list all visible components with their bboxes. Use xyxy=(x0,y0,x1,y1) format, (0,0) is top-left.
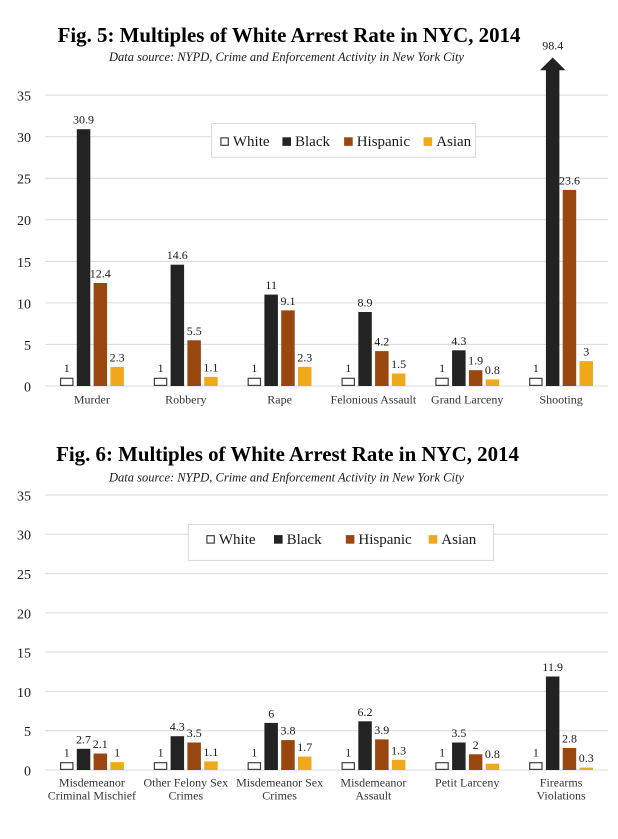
svg-text:20: 20 xyxy=(17,607,31,622)
svg-text:Shooting: Shooting xyxy=(539,393,582,407)
svg-text:2.1: 2.1 xyxy=(93,737,108,751)
svg-text:4.3: 4.3 xyxy=(170,720,185,734)
svg-text:15: 15 xyxy=(17,256,31,271)
svg-text:5: 5 xyxy=(24,339,31,354)
svg-text:Felonious Assault: Felonious Assault xyxy=(331,393,417,407)
svg-text:0.3: 0.3 xyxy=(579,751,594,765)
svg-text:10: 10 xyxy=(17,686,31,701)
svg-text:Hispanic: Hispanic xyxy=(357,134,411,150)
svg-text:3.5: 3.5 xyxy=(187,726,202,740)
svg-text:White: White xyxy=(219,532,256,548)
svg-text:9.1: 9.1 xyxy=(281,294,296,308)
svg-text:Assault: Assault xyxy=(355,788,392,802)
svg-text:Firearms: Firearms xyxy=(540,776,583,790)
svg-text:Other Felony Sex: Other Felony Sex xyxy=(143,776,228,790)
svg-text:Black: Black xyxy=(295,134,330,150)
svg-text:1: 1 xyxy=(64,746,70,760)
svg-text:30.9: 30.9 xyxy=(73,113,94,127)
svg-text:15: 15 xyxy=(17,647,31,662)
svg-text:1: 1 xyxy=(533,746,539,760)
svg-text:Misdemeanor Sex: Misdemeanor Sex xyxy=(236,776,323,790)
svg-text:14.6: 14.6 xyxy=(167,248,188,262)
svg-text:1.9: 1.9 xyxy=(468,354,483,368)
svg-text:Fig. 6: Multiples of White Arr: Fig. 6: Multiples of White Arrest Rate i… xyxy=(56,442,519,466)
svg-text:2: 2 xyxy=(473,738,479,752)
svg-text:1: 1 xyxy=(345,361,351,375)
svg-text:1.1: 1.1 xyxy=(203,745,218,759)
svg-text:8.9: 8.9 xyxy=(358,296,373,310)
svg-text:2.7: 2.7 xyxy=(76,732,91,746)
svg-text:Misdemeanor: Misdemeanor xyxy=(340,776,406,790)
svg-text:Misdemeanor: Misdemeanor xyxy=(59,776,125,790)
svg-text:23.6: 23.6 xyxy=(559,173,580,187)
svg-text:Asian: Asian xyxy=(441,532,476,548)
svg-text:20: 20 xyxy=(17,214,31,229)
svg-text:1: 1 xyxy=(158,361,164,375)
svg-text:1.3: 1.3 xyxy=(391,743,406,757)
svg-text:1.7: 1.7 xyxy=(297,740,312,754)
svg-text:6: 6 xyxy=(268,706,274,720)
svg-text:Rape: Rape xyxy=(267,393,292,407)
svg-text:6.2: 6.2 xyxy=(358,705,373,719)
svg-text:1: 1 xyxy=(114,746,120,760)
svg-text:Data source: NYPD, Crime and E: Data source: NYPD, Crime and Enforcement… xyxy=(108,471,464,485)
svg-text:12.4: 12.4 xyxy=(90,267,111,281)
svg-text:1.1: 1.1 xyxy=(203,360,218,374)
svg-text:Black: Black xyxy=(287,532,322,548)
svg-text:1: 1 xyxy=(64,361,70,375)
svg-text:2.3: 2.3 xyxy=(297,350,312,364)
svg-text:Crimes: Crimes xyxy=(168,788,203,802)
svg-text:30: 30 xyxy=(17,529,31,544)
svg-text:2.3: 2.3 xyxy=(110,350,125,364)
svg-text:Criminal Mischief: Criminal Mischief xyxy=(48,788,136,802)
svg-text:25: 25 xyxy=(17,568,31,583)
svg-text:1: 1 xyxy=(251,361,257,375)
svg-text:1: 1 xyxy=(345,746,351,760)
svg-text:Violations: Violations xyxy=(536,788,586,802)
svg-text:5.5: 5.5 xyxy=(187,324,202,338)
svg-text:0: 0 xyxy=(24,380,31,395)
svg-text:Grand Larceny: Grand Larceny xyxy=(431,393,503,407)
svg-text:Murder: Murder xyxy=(74,393,110,407)
svg-text:30: 30 xyxy=(17,131,31,146)
svg-text:4.2: 4.2 xyxy=(374,335,389,349)
svg-text:11.9: 11.9 xyxy=(542,660,563,674)
svg-text:3.9: 3.9 xyxy=(374,723,389,737)
svg-text:2.8: 2.8 xyxy=(562,732,577,746)
svg-text:Crimes: Crimes xyxy=(262,788,297,802)
svg-text:11: 11 xyxy=(265,278,277,292)
svg-text:1: 1 xyxy=(533,361,539,375)
svg-text:1.5: 1.5 xyxy=(391,357,406,371)
svg-text:1: 1 xyxy=(251,746,257,760)
svg-text:10: 10 xyxy=(17,297,31,312)
svg-text:0: 0 xyxy=(24,764,31,779)
svg-text:5: 5 xyxy=(24,725,31,740)
svg-text:Data source: NYPD, Crime and E: Data source: NYPD, Crime and Enforcement… xyxy=(108,50,464,64)
svg-text:1: 1 xyxy=(158,746,164,760)
svg-text:Robbery: Robbery xyxy=(165,393,206,407)
svg-text:4.3: 4.3 xyxy=(451,334,466,348)
svg-text:25: 25 xyxy=(17,173,31,188)
svg-text:Hispanic: Hispanic xyxy=(358,532,412,548)
svg-text:1: 1 xyxy=(439,746,445,760)
svg-text:Petit Larceny: Petit Larceny xyxy=(435,776,499,790)
svg-text:35: 35 xyxy=(17,489,31,504)
svg-text:0.8: 0.8 xyxy=(485,363,500,377)
svg-text:3.5: 3.5 xyxy=(451,726,466,740)
svg-text:98.4: 98.4 xyxy=(542,39,563,53)
svg-text:3: 3 xyxy=(583,345,589,359)
svg-text:Fig. 5: Multiples of White Arr: Fig. 5: Multiples of White Arrest Rate i… xyxy=(58,23,521,47)
svg-text:White: White xyxy=(233,134,270,150)
svg-text:1: 1 xyxy=(439,361,445,375)
svg-text:Asian: Asian xyxy=(436,134,471,150)
svg-text:35: 35 xyxy=(17,90,31,105)
svg-text:3.8: 3.8 xyxy=(281,724,296,738)
svg-text:0.8: 0.8 xyxy=(485,747,500,761)
